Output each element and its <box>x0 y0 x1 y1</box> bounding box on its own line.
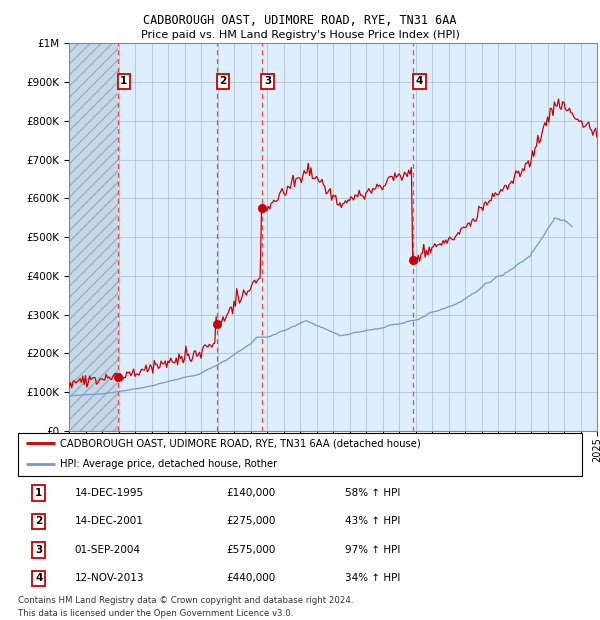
Text: £575,000: £575,000 <box>227 545 276 555</box>
Text: 3: 3 <box>35 545 43 555</box>
Text: Contains HM Land Registry data © Crown copyright and database right 2024.: Contains HM Land Registry data © Crown c… <box>18 596 353 605</box>
Text: 14-DEC-2001: 14-DEC-2001 <box>74 516 143 526</box>
Text: 01-SEP-2004: 01-SEP-2004 <box>74 545 140 555</box>
Text: 1: 1 <box>120 76 128 86</box>
Text: This data is licensed under the Open Government Licence v3.0.: This data is licensed under the Open Gov… <box>18 609 293 619</box>
Text: 97% ↑ HPI: 97% ↑ HPI <box>345 545 400 555</box>
Text: 2: 2 <box>35 516 43 526</box>
Text: 4: 4 <box>416 76 423 86</box>
Text: £275,000: £275,000 <box>227 516 276 526</box>
Text: 14-DEC-1995: 14-DEC-1995 <box>74 488 143 498</box>
Text: 1: 1 <box>35 488 43 498</box>
Text: 34% ↑ HPI: 34% ↑ HPI <box>345 574 400 583</box>
Text: £440,000: £440,000 <box>227 574 276 583</box>
Text: Price paid vs. HM Land Registry's House Price Index (HPI): Price paid vs. HM Land Registry's House … <box>140 30 460 40</box>
Text: CADBOROUGH OAST, UDIMORE ROAD, RYE, TN31 6AA: CADBOROUGH OAST, UDIMORE ROAD, RYE, TN31… <box>143 14 457 27</box>
Text: HPI: Average price, detached house, Rother: HPI: Average price, detached house, Roth… <box>60 459 278 469</box>
Text: 2: 2 <box>219 76 227 86</box>
Text: 12-NOV-2013: 12-NOV-2013 <box>74 574 144 583</box>
Text: 58% ↑ HPI: 58% ↑ HPI <box>345 488 400 498</box>
Text: 3: 3 <box>264 76 271 86</box>
Text: 4: 4 <box>35 574 43 583</box>
Bar <box>69 43 118 431</box>
Text: 43% ↑ HPI: 43% ↑ HPI <box>345 516 400 526</box>
Text: £140,000: £140,000 <box>227 488 276 498</box>
Text: CADBOROUGH OAST, UDIMORE ROAD, RYE, TN31 6AA (detached house): CADBOROUGH OAST, UDIMORE ROAD, RYE, TN31… <box>60 438 421 448</box>
